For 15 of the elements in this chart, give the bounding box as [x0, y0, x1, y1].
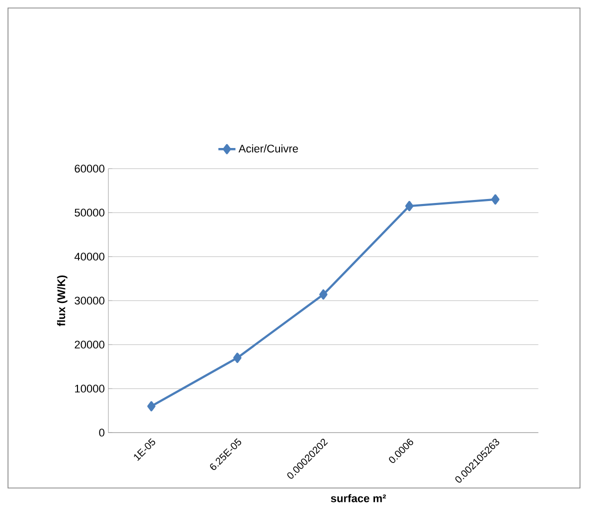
- y-axis-title: flux (W/K): [57, 276, 68, 326]
- y-tick-label: 40000: [74, 252, 104, 261]
- point: [233, 352, 242, 363]
- x-axis-title: surface m²: [330, 494, 386, 502]
- y-tick-label: 20000: [74, 340, 104, 349]
- y-tick-label: 60000: [74, 164, 104, 173]
- point: [147, 401, 156, 412]
- y-tick-label: 0: [99, 428, 104, 437]
- point: [319, 289, 328, 300]
- y-tick-label: 10000: [75, 384, 104, 393]
- y-tick-label: 50000: [74, 208, 104, 217]
- y-tick-label: 30000: [74, 296, 104, 305]
- legend-label: Acier/Cuivre: [238, 144, 298, 152]
- point: [491, 194, 500, 205]
- point: [405, 200, 414, 212]
